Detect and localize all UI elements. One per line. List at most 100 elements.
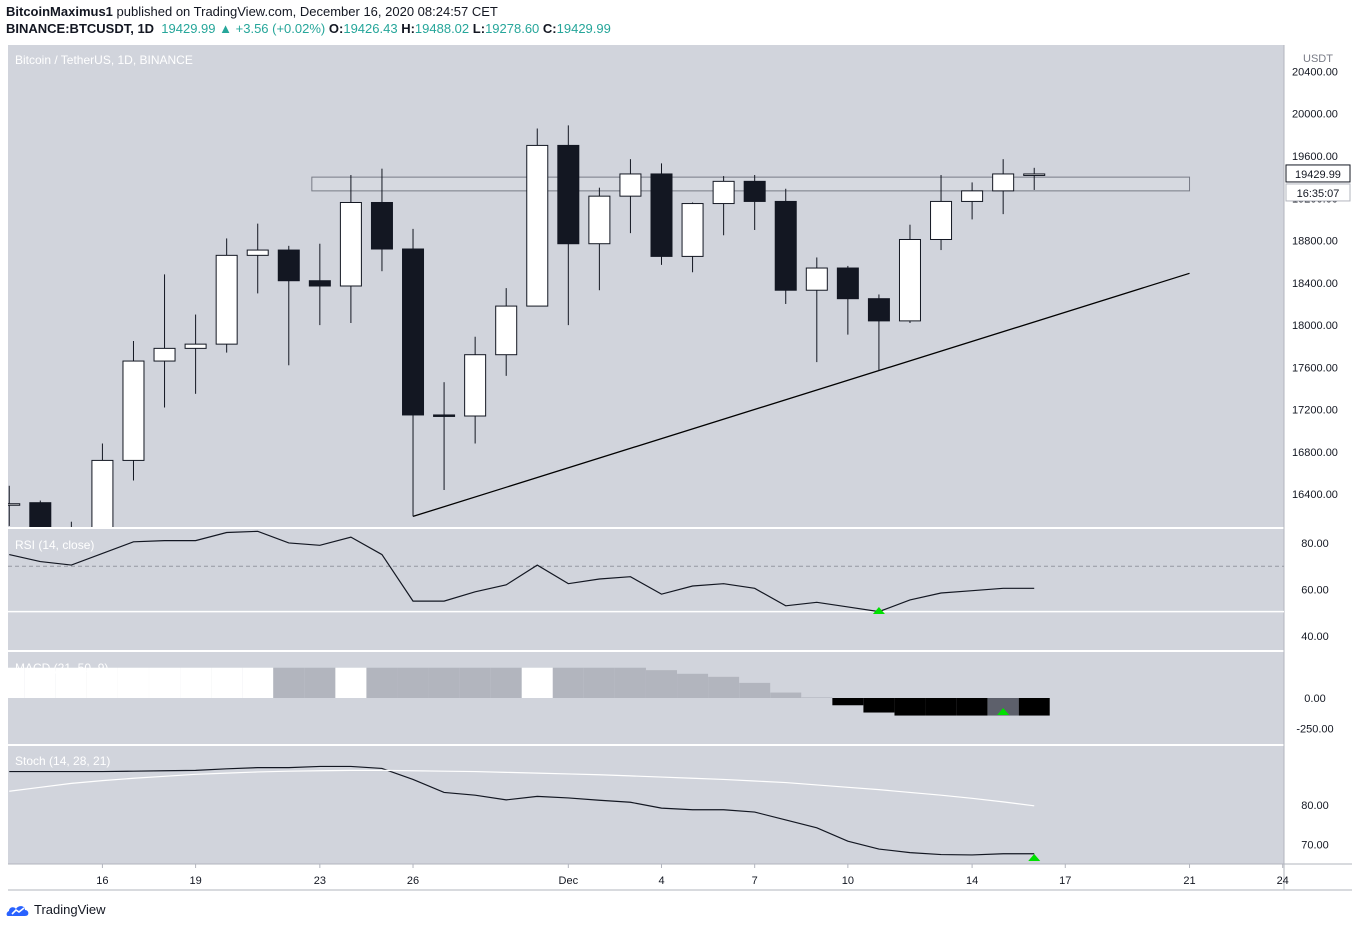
macd-histogram-bar	[739, 682, 771, 698]
rsi-tick-label: 80.00	[1301, 538, 1329, 550]
macd-histogram-bar	[925, 698, 957, 716]
time-tick-label: 24	[1277, 875, 1289, 887]
stoch-pane-title: Stoch (14, 28, 21)	[15, 754, 110, 768]
macd-histogram-bar	[770, 692, 802, 698]
price-tick-label: 17200.00	[1292, 405, 1338, 417]
macd-histogram-bar	[397, 667, 429, 698]
macd-histogram-bar	[180, 667, 212, 698]
macd-histogram-bar	[117, 667, 149, 698]
candle	[650, 163, 673, 265]
candle	[277, 245, 300, 366]
candle	[122, 340, 145, 481]
rsi-line	[9, 530, 1035, 613]
macd-histogram-bar	[211, 667, 243, 698]
candle-body	[308, 280, 331, 287]
ascending-trendline	[412, 272, 1190, 518]
candle	[8, 485, 21, 526]
price-plot	[8, 125, 1191, 527]
time-tick-label: 26	[407, 875, 419, 887]
time-tick-label: 17	[1059, 875, 1071, 887]
candle-body	[184, 343, 207, 349]
price-pane-title: Bitcoin / TetherUS, 1D, BINANCE	[15, 53, 193, 67]
close-label: C:	[542, 21, 557, 36]
candle	[370, 168, 393, 272]
stoch-bullish-marker	[1028, 854, 1041, 861]
macd-histogram-bar	[832, 698, 864, 706]
candle-body	[495, 305, 518, 356]
candle-body	[867, 298, 890, 322]
macd-histogram-bar	[24, 667, 56, 698]
stoch-line-1	[9, 765, 1035, 856]
candle	[526, 128, 549, 307]
price-tick-label: 17600.00	[1292, 362, 1338, 374]
candle	[867, 294, 890, 371]
time-tick-label: 14	[966, 875, 978, 887]
candle	[992, 159, 1015, 215]
macd-histogram-bar	[552, 667, 584, 698]
candle-body	[370, 201, 393, 250]
ohlc-line: BINANCE:BTCUSDT, 1D 19429.99 ▲ +3.56 (+0…	[6, 21, 611, 36]
candle	[743, 175, 766, 230]
candle	[153, 274, 176, 408]
author-name[interactable]: BitcoinMaximus1	[6, 4, 113, 19]
candle	[961, 182, 984, 220]
candle-body	[29, 502, 52, 527]
candle	[681, 202, 704, 273]
candle-body	[805, 267, 828, 291]
candle-body	[339, 201, 362, 287]
candle	[712, 176, 735, 236]
candle-body	[898, 238, 921, 322]
candle-body	[8, 503, 21, 506]
macd-histogram-bar	[304, 667, 336, 698]
tradingview-logo-icon	[6, 905, 29, 916]
macd-histogram-bar	[677, 673, 709, 698]
stoch-plot	[9, 765, 1035, 856]
candle-body	[650, 173, 673, 257]
time-tick-label: 4	[658, 875, 664, 887]
macd-histogram-bar	[459, 667, 491, 698]
price-tick-label: 19600.00	[1292, 151, 1338, 163]
candle	[184, 314, 207, 394]
candle	[588, 187, 611, 291]
candle	[495, 288, 518, 376]
candle	[70, 521, 72, 527]
macd-histogram-bar	[956, 698, 988, 716]
close-value: 19429.99	[556, 21, 611, 36]
candle-body	[277, 249, 300, 282]
time-tick-label: 23	[314, 875, 326, 887]
time-tick-label: 10	[842, 875, 854, 887]
candle	[619, 159, 642, 234]
candle-body	[402, 248, 425, 416]
candle	[246, 223, 269, 294]
macd-histogram-bar	[987, 698, 1019, 716]
macd-tick-label: -250.00	[1296, 723, 1333, 735]
low-value: 19278.60	[485, 21, 540, 36]
time-tick-label: 16	[96, 875, 108, 887]
macd-histogram-bar	[366, 667, 398, 698]
chart-canvas[interactable]: Bitcoin / TetherUS, 1D, BINANCE USDT 16400…	[0, 0, 1358, 896]
macd-bullish-marker	[997, 708, 1010, 715]
low-label: L:	[472, 21, 486, 36]
candle	[339, 175, 362, 323]
macd-histogram-bar	[863, 698, 895, 713]
candle-body	[681, 203, 704, 257]
macd-plot	[8, 667, 1050, 716]
pane-price-background	[8, 45, 1284, 527]
candle-body	[91, 459, 114, 527]
candle	[91, 443, 114, 527]
rsi-pane-title: RSI (14, close)	[15, 538, 94, 552]
macd-histogram-bar	[55, 667, 87, 698]
rsi-bullish-marker	[872, 607, 885, 614]
tradingview-brand[interactable]: TradingView	[34, 902, 106, 917]
price-tick-label: 20000.00	[1292, 109, 1338, 121]
macd-histogram-bar	[583, 667, 615, 698]
price-tick-label: 18000.00	[1292, 320, 1338, 332]
macd-histogram-bar	[428, 667, 460, 698]
candle	[557, 125, 580, 326]
symbol-label: BINANCE:BTCUSDT, 1D	[6, 21, 155, 36]
candle-body	[774, 200, 797, 291]
macd-histogram-bar	[242, 667, 274, 698]
macd-pane-title: MACD (21, 50, 9)	[15, 661, 108, 675]
time-tick-label: Dec	[559, 875, 579, 887]
publish-line: BitcoinMaximus1 published on TradingView…	[6, 4, 498, 19]
